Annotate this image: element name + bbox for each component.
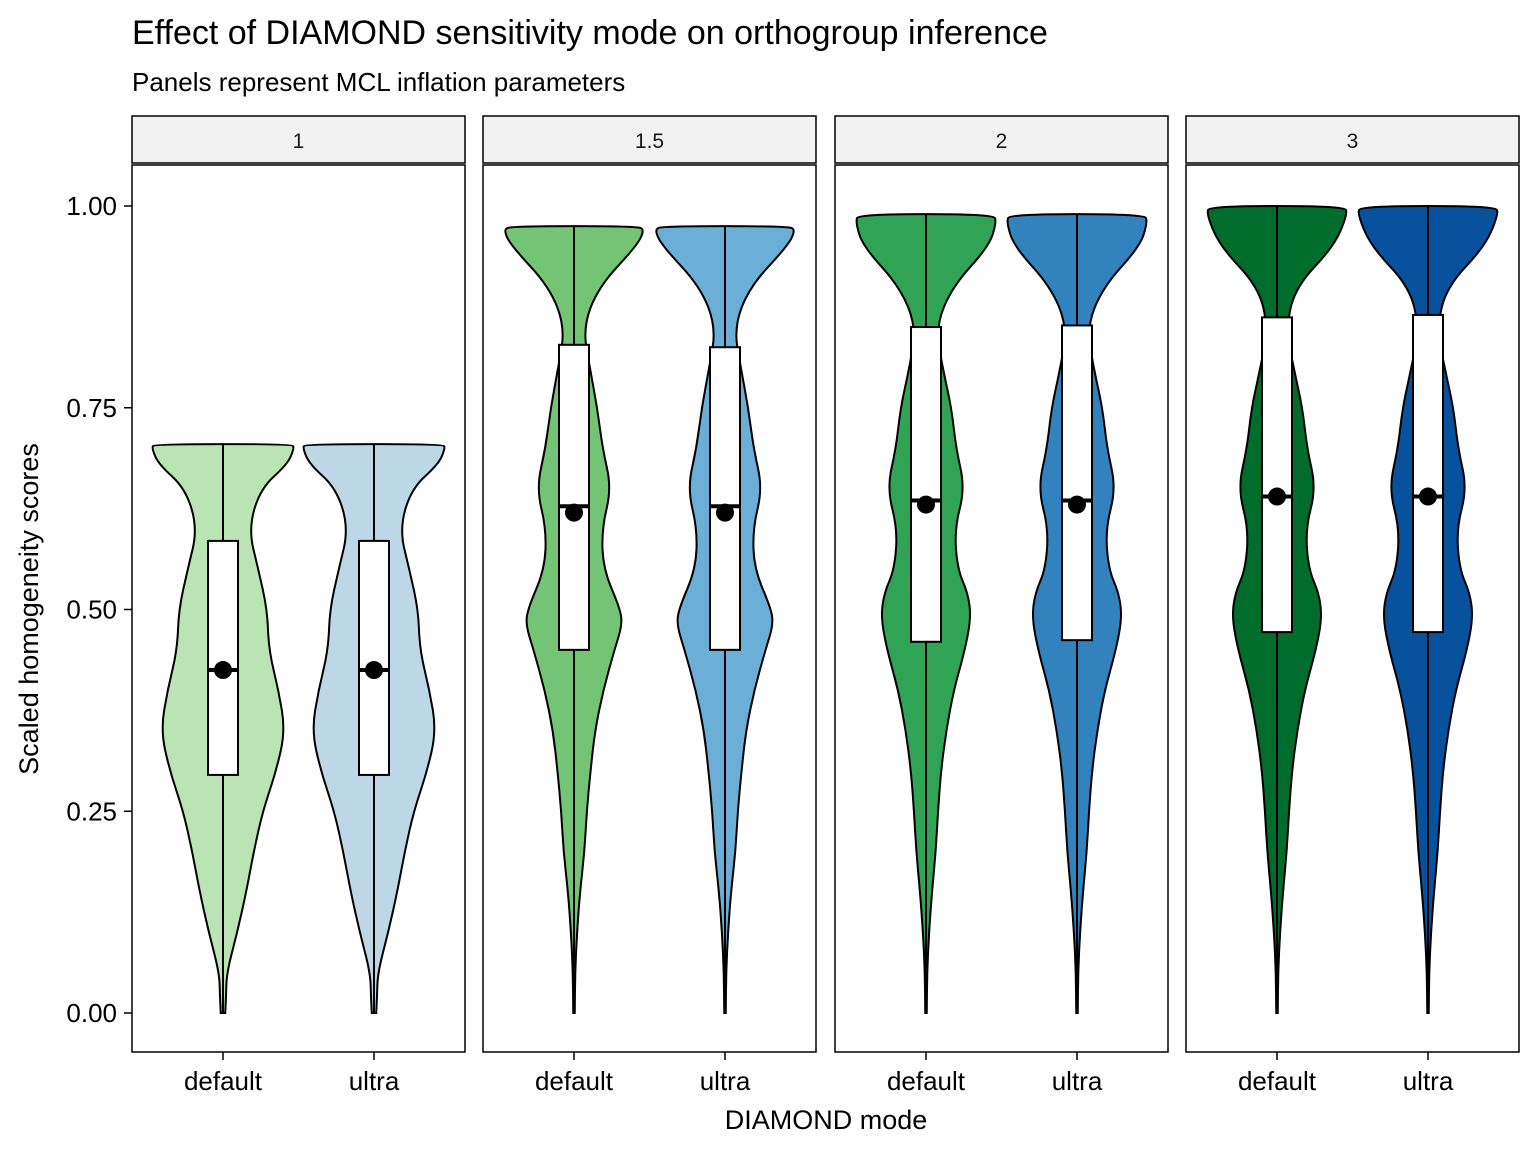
boxplot-box	[207, 539, 239, 776]
facet-strip	[834, 115, 1169, 164]
x-tick-label: ultra	[700, 1066, 751, 1096]
y-tick-label: 0.75	[66, 393, 117, 423]
facet-panels: 1 default ultra 1.5 default ultra 2 default ultr…	[131, 115, 1520, 1096]
facet-panel: 3 default ultra	[1185, 115, 1520, 1096]
facet-panel: 1.5 default ultra	[482, 115, 817, 1096]
mean-point	[565, 503, 583, 522]
mean-point	[1068, 495, 1086, 514]
facet-strip	[482, 115, 817, 164]
facet-strip-label: 2	[996, 130, 1008, 153]
boxplot-box	[709, 346, 741, 651]
boxplot-box	[910, 326, 942, 643]
mean-point	[214, 661, 232, 680]
boxplot-box	[358, 539, 390, 776]
x-tick-label: default	[1238, 1066, 1317, 1096]
mean-point	[716, 503, 734, 522]
facet-strip-label: 1.5	[635, 130, 664, 153]
y-axis: 0.00 0.25 0.50 0.75 1.00	[66, 191, 132, 1028]
boxplot-box	[1061, 324, 1093, 642]
mean-point	[1419, 487, 1437, 506]
y-tick-label: 1.00	[66, 191, 117, 221]
y-tick-label: 0.25	[66, 796, 117, 826]
mean-point	[365, 661, 383, 680]
mean-point	[917, 495, 935, 514]
facet-strip	[131, 115, 466, 164]
boxplot-box	[1261, 316, 1293, 634]
boxplot-box	[558, 343, 590, 651]
y-tick-label: 0.50	[66, 595, 117, 625]
facet-strip-label: 3	[1347, 130, 1359, 153]
y-tick-label: 0.00	[66, 998, 117, 1028]
x-axis-title: DIAMOND mode	[725, 1105, 928, 1135]
boxplot-box	[1412, 313, 1444, 634]
chart-subtitle: Panels represent MCL inflation parameter…	[132, 67, 625, 97]
chart-title: Effect of DIAMOND sensitivity mode on or…	[132, 14, 1048, 52]
mean-point	[1268, 487, 1286, 506]
y-axis-title: Scaled homogeneity scores	[14, 443, 44, 775]
x-tick-label: default	[887, 1066, 966, 1096]
x-tick-label: default	[535, 1066, 614, 1096]
x-tick-label: ultra	[1403, 1066, 1454, 1096]
facet-strip	[1185, 115, 1520, 164]
facet-strip-label: 1	[293, 130, 305, 153]
x-tick-label: default	[184, 1066, 263, 1096]
facet-panel: 2 default ultra	[834, 115, 1169, 1096]
x-tick-label: ultra	[1052, 1066, 1103, 1096]
facet-panel: 1 default ultra	[131, 115, 466, 1096]
x-tick-label: ultra	[349, 1066, 400, 1096]
